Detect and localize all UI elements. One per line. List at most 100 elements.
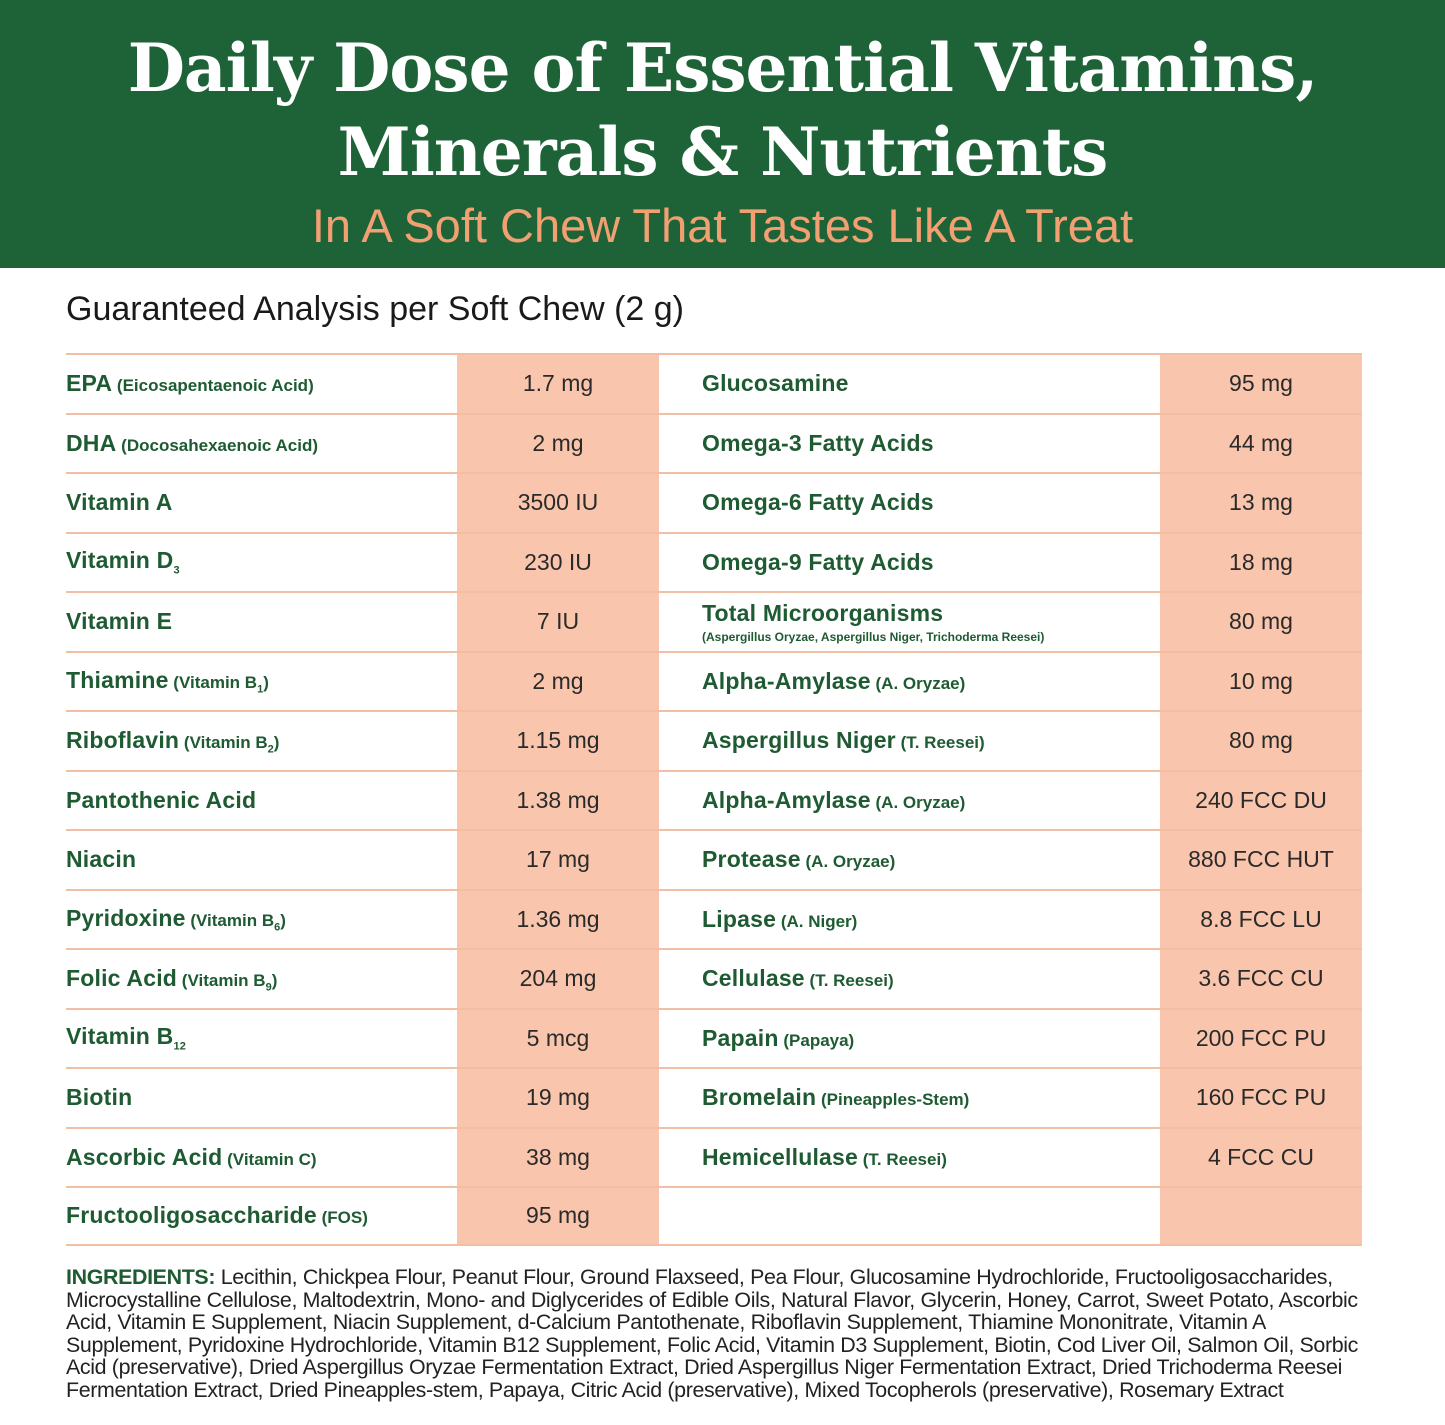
- nutrient-note: (Vitamin C): [222, 1150, 316, 1169]
- nutrient-label: Protease (A. Oryzae): [702, 846, 895, 873]
- right-name-cell: Cellulase (T. Reesei): [659, 950, 1160, 1008]
- ingredients-label: INGREDIENTS:: [66, 1265, 216, 1289]
- right-name-cell: Omega-3 Fatty Acids: [659, 415, 1160, 473]
- nutrient-label: Folic Acid (Vitamin B9): [66, 965, 277, 993]
- nutrient-note-subscript: 1: [257, 683, 264, 696]
- nutrient-note-subscript: 9: [265, 980, 272, 993]
- nutrient-name: Biotin: [66, 1084, 132, 1110]
- right-value-cell: 240 FCC DU: [1160, 772, 1362, 830]
- right-name-cell: [659, 1188, 1160, 1244]
- nutrient-name-text: Folic Acid: [66, 964, 178, 991]
- table-row: Vitamin E 7 IU Total Microorganisms (Asperg…: [66, 591, 1362, 651]
- nutrient-name-text: EPA: [66, 370, 113, 397]
- nutrient-value: 1.38 mg: [516, 786, 600, 813]
- nutrient-note-text: (T. Reesei): [900, 733, 985, 753]
- nutrient-name-text: Cellulase: [702, 965, 805, 992]
- nutrient-note: (A. Oryzae): [871, 792, 966, 812]
- nutrient-note-close: ): [280, 911, 286, 931]
- table-row: Ascorbic Acid (Vitamin C) 38 mg Hemicellul…: [66, 1126, 1362, 1187]
- right-value-cell: 18 mg: [1160, 534, 1362, 592]
- right-value-cell: 8.8 FCC LU: [1160, 891, 1362, 949]
- left-name-cell: Thiamine (Vitamin B1): [66, 653, 457, 711]
- nutrient-note-text: (Vitamin B: [190, 911, 275, 931]
- nutrient-label: Alpha-Amylase (A. Oryzae): [702, 668, 965, 695]
- nutrient-label: Alpha-Amylase (A. Oryzae): [702, 787, 965, 814]
- nutrient-name-text: Total Microorganisms: [702, 599, 944, 626]
- nutrient-label: Lipase (A. Niger): [702, 906, 857, 933]
- nutrient-note: (Vitamin B2): [179, 733, 280, 755]
- nutrient-value: 80 mg: [1229, 727, 1293, 754]
- right-value-cell: 44 mg: [1160, 415, 1362, 473]
- nutrient-name: Omega-9 Fatty Acids: [702, 549, 934, 575]
- nutrient-note-close: ): [263, 673, 269, 693]
- nutrient-label: Vitamin B12: [66, 1023, 186, 1053]
- table-row: Pyridoxine (Vitamin B6) 1.36 mg Lipase (A.…: [66, 888, 1362, 949]
- nutrient-label: Aspergillus Niger (T. Reesei): [702, 727, 985, 754]
- table-row: DHA (Docosahexaenoic Acid) 2 mg Omega-3 Fa…: [66, 412, 1362, 473]
- right-value-cell: [1160, 1188, 1362, 1244]
- nutrient-name: DHA: [66, 430, 116, 456]
- nutrient-name: Cellulase: [702, 965, 805, 991]
- right-name-cell: Alpha-Amylase (A. Oryzae): [659, 653, 1160, 711]
- nutrient-name: EPA: [66, 370, 112, 396]
- left-value-cell: 7 IU: [457, 593, 659, 651]
- nutrient-name: Niacin: [66, 846, 136, 872]
- nutrient-subscript: 12: [173, 1041, 187, 1054]
- nutrient-note: (Docosahexaenoic Acid): [116, 436, 318, 455]
- left-value-cell: 1.15 mg: [457, 712, 659, 770]
- nutrient-note-text: (Vitamin B: [173, 673, 258, 693]
- right-value-cell: 10 mg: [1160, 653, 1362, 711]
- value-column-bg-left: [457, 353, 659, 1245]
- nutrient-name-text: Vitamin D: [66, 547, 174, 574]
- left-name-cell: Ascorbic Acid (Vitamin C): [66, 1129, 457, 1187]
- nutrient-note-text: (Eicosapentaenoic Acid): [116, 376, 314, 396]
- ingredients-text: Lecithin, Chickpea Flour, Peanut Flour, …: [66, 1265, 1359, 1402]
- nutrient-value: 95 mg: [1229, 370, 1293, 397]
- table-row: Biotin 19 mg Bromelain (Pineapples-Stem) 16…: [66, 1067, 1362, 1127]
- nutrient-label: Omega-9 Fatty Acids: [702, 549, 934, 576]
- nutrient-value: 1.15 mg: [516, 727, 600, 754]
- nutrient-label: Riboflavin (Vitamin B2): [66, 727, 279, 755]
- nutrient-value: 1.7 mg: [522, 370, 594, 397]
- right-name-cell: Aspergillus Niger (T. Reesei): [659, 712, 1160, 770]
- title-line-2: Minerals & Nutrients: [337, 113, 1109, 191]
- left-value-cell: 230 IU: [457, 534, 659, 592]
- left-value-cell: 95 mg: [457, 1188, 659, 1244]
- nutrient-note: (A. Oryzae): [801, 852, 896, 872]
- nutrient-note-text: (T. Reesei): [862, 1149, 947, 1169]
- nutrient-value: 13 mg: [1229, 489, 1293, 516]
- right-name-cell: Papain (Papaya): [659, 1010, 1160, 1068]
- left-name-cell: Biotin: [66, 1069, 457, 1127]
- nutrient-name-text: Alpha-Amylase: [702, 786, 871, 813]
- nutrient-name: Vitamin E: [66, 608, 172, 634]
- left-name-cell: DHA (Docosahexaenoic Acid): [66, 415, 457, 473]
- left-value-cell: 3500 IU: [457, 474, 659, 532]
- right-name-cell: Omega-6 Fatty Acids: [659, 474, 1160, 532]
- left-name-cell: Fructooligosaccharide (FOS): [66, 1188, 457, 1244]
- left-name-cell: EPA (Eicosapentaenoic Acid): [66, 355, 457, 413]
- left-value-cell: 1.36 mg: [457, 891, 659, 949]
- nutrient-note: (A. Oryzae): [871, 673, 966, 693]
- nutrient-note-text: (A. Oryzae): [805, 852, 896, 872]
- nutrient-value: 5 mcg: [526, 1024, 590, 1051]
- left-name-cell: Pantothenic Acid: [66, 772, 457, 830]
- right-name-cell: Protease (A. Oryzae): [659, 831, 1160, 889]
- nutrient-name-text: DHA: [66, 429, 117, 456]
- nutrient-value: 1.36 mg: [516, 905, 600, 932]
- nutrient-name: Folic Acid: [66, 965, 177, 991]
- nutrient-note-subscript: 6: [274, 921, 281, 934]
- right-value-cell: 13 mg: [1160, 474, 1362, 532]
- nutrient-value: 95 mg: [526, 1202, 590, 1229]
- nutrient-name-text: Omega-9 Fatty Acids: [702, 548, 934, 575]
- nutrient-note-text: (A. Oryzae): [875, 792, 966, 812]
- nutrient-note-text: (A. Oryzae): [875, 673, 966, 693]
- right-name-cell: Bromelain (Pineapples-Stem): [659, 1069, 1160, 1127]
- nutrient-label: Total Microorganisms: [702, 600, 943, 627]
- nutrient-name: Riboflavin: [66, 727, 179, 753]
- subtitle: In A Soft Chew That Tastes Like A Treat: [311, 199, 1134, 252]
- nutrient-name: Alpha-Amylase: [702, 668, 871, 694]
- right-value-cell: 4 FCC CU: [1160, 1129, 1362, 1187]
- table-row: Niacin 17 mg Protease (A. Oryzae) 880 FCC H…: [66, 829, 1362, 889]
- nutrient-note-text: (Vitamin B: [181, 970, 266, 990]
- nutrient-note-text: (Docosahexaenoic Acid): [121, 435, 318, 455]
